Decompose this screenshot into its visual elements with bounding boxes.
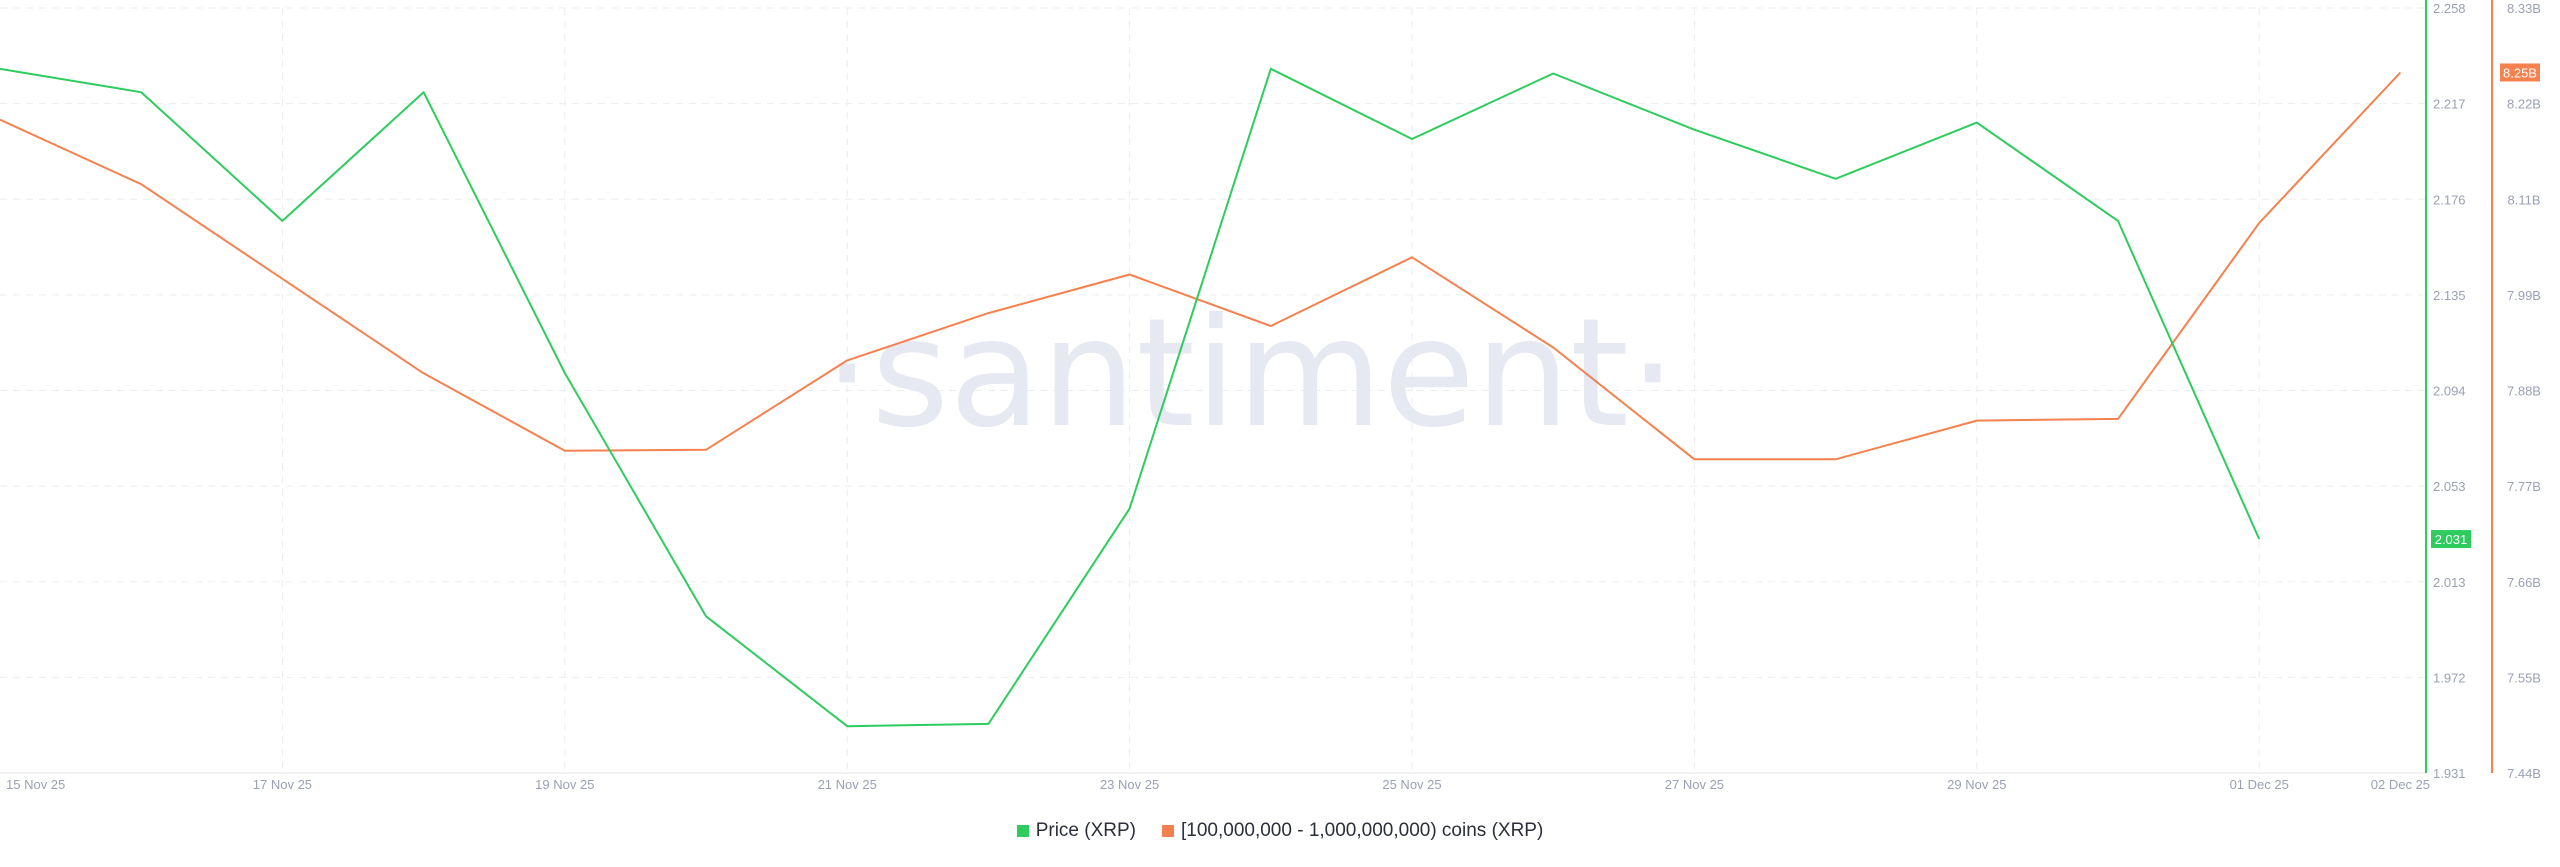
y-left-tick-label: 2.176 [2433,192,2466,207]
y-right-tick-label: 8.11B [2507,192,2540,207]
legend-item-price[interactable]: Price (XRP) [1016,820,1136,842]
y-right-tick-label: 7.55B [2507,670,2541,685]
y-right-tick-label: 8.33B [2507,1,2541,16]
y-right-tick-label: 7.99B [2507,288,2541,303]
chart-axes: 2.258 8.33B 2.217 8.22B 2.176 8.11B 2.135 7.99B… [0,0,2541,792]
legend-swatch-price [1016,825,1029,837]
legend-label-holders: [100,000,000 - 1,000,000,000) coins (XRP… [1181,820,1544,841]
x-tick-label: 27 Nov 25 [1665,777,1724,792]
last-value-badge-price [2431,530,2471,549]
santiment-watermark: ·santiment· [823,287,1676,461]
x-tick-label: 19 Nov 25 [535,777,594,792]
y-right-tick-label: 7.77B [2507,479,2541,494]
x-tick-label: 23 Nov 25 [1100,777,1159,792]
x-tick-label: 17 Nov 25 [253,777,312,792]
x-tick-label: 15 Nov 25 [6,777,65,792]
last-value-label-holders: 8.25B [2503,65,2537,80]
y-left-tick-label: 2.094 [2433,384,2466,399]
y-left-tick-label: 2.013 [2433,575,2466,590]
x-tick-label: 01 Dec 25 [2230,777,2289,792]
y-left-tick-label: 2.217 [2433,97,2466,112]
legend-label-price: Price (XRP) [1035,820,1136,841]
x-tick-label: 25 Nov 25 [1382,777,1441,792]
series-line-holders [0,71,2402,461]
x-tick-label: 21 Nov 25 [818,777,877,792]
y-left-tick-label: 1.972 [2433,670,2466,685]
chart-grid [0,7,2426,774]
y-right-tick-label: 7.88B [2507,384,2541,399]
line-chart: ·santiment· 2.258 8.33B 2.217 8.22B 2.176 8.1… [0,0,2541,792]
y-left-tick-label: 2.135 [2433,288,2466,303]
x-tick-label: 02 Dec 25 [2371,777,2430,792]
last-value-label-price: 2.031 [2435,532,2468,547]
series-line-price [0,67,2261,728]
x-tick-label: 29 Nov 25 [1947,777,2006,792]
last-value-badge-holders [2500,63,2540,82]
y-right-tick-label: 7.66B [2507,575,2541,590]
y-left-tick-label: 1.931 [2433,766,2466,781]
legend-swatch-holders [1162,825,1174,837]
y-right-tick-label: 8.22B [2507,97,2541,112]
y-left-tick-label: 2.053 [2433,479,2466,494]
chart-legend: Price (XRP) [100,000,000 - 1,000,000,000… [0,820,2560,842]
series-lines [0,67,2402,728]
y-right-tick-label: 7.44B [2507,766,2541,781]
y-left-tick-label: 2.258 [2433,1,2466,16]
legend-item-holders[interactable]: [100,000,000 - 1,000,000,000) coins (XRP… [1162,820,1543,842]
